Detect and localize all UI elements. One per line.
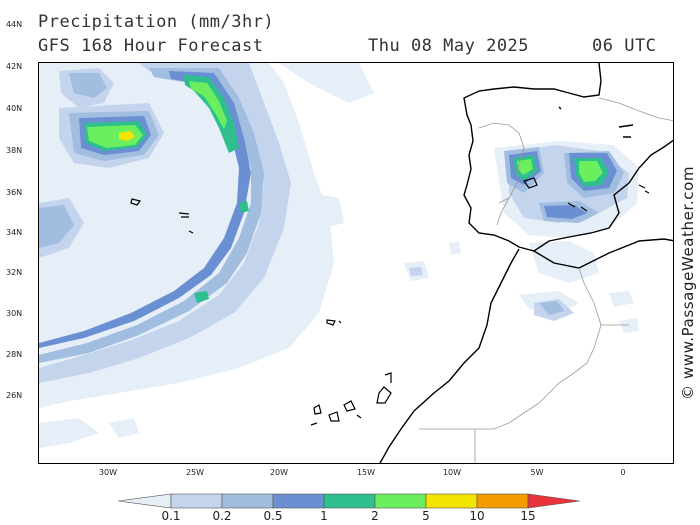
lon-label: 15W: [356, 468, 376, 477]
colorbar-label: 5: [422, 509, 430, 523]
colorbar-label: 0.2: [212, 509, 232, 523]
colorbar-cell: [170, 493, 223, 509]
islands: [130, 177, 650, 426]
lon-label: 25W: [185, 468, 205, 477]
map-canvas: [39, 63, 673, 463]
colorbar-cell: [527, 493, 581, 509]
colorbar-cell: [476, 493, 529, 509]
color-scale-bar: [118, 493, 581, 509]
precip-layer-10: [119, 131, 135, 141]
colorbar-label: 10: [469, 509, 485, 523]
colorbar-cell: [323, 493, 376, 509]
precip-layer-5: [87, 81, 603, 182]
forecast-time: 06 UTC: [592, 36, 657, 56]
lat-label: 30N: [6, 309, 23, 318]
lat-label: 32N: [6, 268, 23, 277]
lon-label: 20W: [269, 468, 289, 477]
lat-label: 34N: [6, 228, 23, 237]
colorbar-cell: [272, 493, 325, 509]
colorbar-label: 1: [320, 509, 328, 523]
coastlines: [379, 63, 673, 463]
map-title: Precipitation (mm/3hr): [38, 12, 275, 32]
colorbar-label: 2: [371, 509, 379, 523]
colorbar-label: 15: [520, 509, 536, 523]
lat-label: 28N: [6, 350, 23, 359]
lon-label: 30W: [98, 468, 118, 477]
colorbar-cell: [118, 493, 172, 509]
lat-label: 38N: [6, 146, 23, 155]
colorbar-cell: [374, 493, 427, 509]
forecast-model-label: GFS 168 Hour Forecast: [38, 36, 264, 56]
lat-label: 44N: [6, 20, 23, 29]
lat-label: 40N: [6, 104, 23, 113]
lat-label: 26N: [6, 391, 23, 400]
lon-label: 10W: [442, 468, 462, 477]
forecast-date: Thu 08 May 2025: [368, 36, 530, 56]
colorbar-cell: [221, 493, 274, 509]
credit-watermark: © www.PassageWeather.com: [679, 165, 697, 400]
lon-label: 5W: [530, 468, 544, 477]
colorbar-cell: [425, 493, 478, 509]
country-borders: [419, 97, 673, 463]
lat-label: 42N: [6, 62, 23, 71]
lat-label: 36N: [6, 188, 23, 197]
precipitation-map: [38, 62, 674, 464]
lon-label: 0: [620, 468, 626, 477]
colorbar-label: 0.1: [161, 509, 181, 523]
colorbar-label: 0.5: [263, 509, 283, 523]
